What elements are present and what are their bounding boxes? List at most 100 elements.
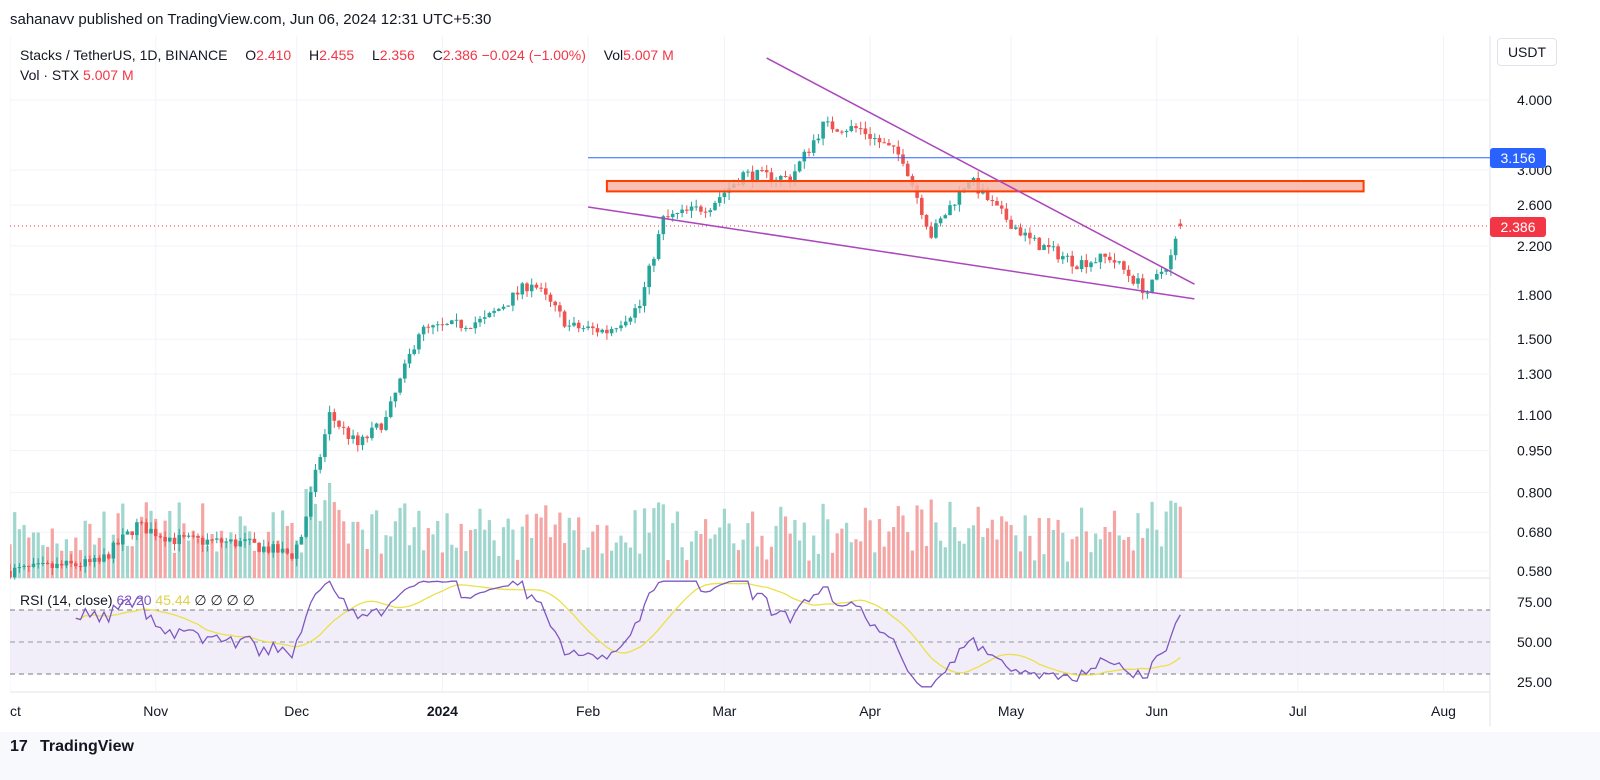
candle-body (41, 562, 45, 564)
candle-body (421, 326, 426, 335)
volume-bar (548, 537, 553, 578)
candle-body (999, 205, 1004, 209)
volume-bar (107, 553, 111, 578)
candle-body (346, 427, 351, 439)
candle-body (520, 283, 525, 295)
candle-body (497, 308, 501, 311)
volume-bar (450, 544, 454, 578)
volume-bar (976, 506, 980, 578)
volume-bar (262, 549, 266, 578)
volume-bar (906, 531, 910, 578)
volume-bar (971, 525, 976, 578)
volume-bar (624, 542, 628, 578)
candle-body (464, 327, 468, 329)
volume-bar (1112, 510, 1117, 578)
volume-bar (751, 511, 755, 578)
price-chart[interactable]: 4.0003.0002.6002.2001.8001.5001.3001.100… (10, 36, 1600, 744)
candle-body (783, 176, 788, 178)
change-value: −0.024 (−1.00%) (481, 47, 586, 63)
candle-body (266, 546, 271, 553)
currency-button[interactable]: USDT (1497, 38, 1557, 66)
volume-bar (849, 542, 853, 578)
volume-bar (863, 507, 867, 578)
candle-body (403, 363, 407, 379)
candle-body (341, 426, 346, 428)
rsi-label[interactable]: RSI (14, close) (20, 592, 113, 608)
volume-bar (826, 519, 830, 578)
volume-bar (158, 532, 162, 578)
volume-bar (901, 515, 905, 578)
candle-body (135, 522, 139, 536)
price-tick-label: 2.200 (1517, 238, 1552, 254)
candle-body (247, 538, 252, 540)
volume-bar (473, 529, 477, 578)
candle-body (811, 140, 816, 153)
candle-body (609, 328, 614, 334)
candle-body (233, 539, 238, 547)
candle-body (858, 128, 863, 130)
volume-bar (525, 514, 529, 578)
volume-bar (567, 517, 571, 578)
low-label: L (371, 47, 380, 63)
volume-bar (1117, 535, 1121, 578)
candle-body (647, 265, 651, 288)
volume-bar (1178, 506, 1182, 578)
symbol-name[interactable]: Stacks / TetherUS, 1D, BINANCE (20, 47, 228, 63)
volume-bar (718, 527, 722, 578)
volume-bar (798, 540, 802, 578)
volume-indicator-label[interactable]: Vol · STX (20, 67, 80, 83)
volume-bar (990, 519, 994, 578)
volume-bar (1056, 519, 1060, 578)
volume-bar (595, 524, 600, 578)
candle-body (666, 216, 670, 218)
volume-bar (102, 511, 106, 578)
volume-bar (642, 508, 647, 578)
price-tick-label: 1.500 (1517, 331, 1552, 347)
close-value: 2.386 (442, 47, 478, 63)
publish-header: sahanavv published on TradingView.com, J… (0, 0, 1600, 36)
chart-pane[interactable]: 4.000 3.000 2.600 2.200 1.800 1.500 1.300 1.100… (10, 36, 1600, 744)
time-tick-label: 2024 (427, 703, 458, 719)
volume-bar (962, 543, 966, 578)
candle-body (844, 130, 849, 133)
volume-bar (1159, 546, 1164, 578)
candle-body (722, 192, 727, 198)
candle-body (802, 151, 807, 162)
price-tick-label: 1.100 (1517, 407, 1552, 423)
price-tick-label: 1.300 (1517, 366, 1552, 382)
candle-body (327, 412, 332, 435)
volume-bar (74, 537, 78, 578)
candle-body (153, 528, 158, 537)
volume-bar (36, 532, 40, 578)
volume-bar (633, 510, 637, 578)
volume-bar (154, 518, 158, 578)
tradingview-logo[interactable]: 17 TradingView (10, 738, 134, 756)
volume-bar (558, 512, 562, 578)
resistance-price-tag: 3.156 (1490, 148, 1546, 168)
volume-bar (981, 537, 985, 578)
candle-body (318, 457, 322, 470)
candle-body (628, 317, 633, 322)
volume-bar (647, 532, 651, 578)
rsi-ma-value: 45.44 (155, 592, 191, 608)
candle-body (130, 531, 134, 536)
candle-body (388, 401, 393, 418)
candle-body (360, 436, 365, 446)
candle-body (412, 349, 416, 354)
volume-bar (501, 527, 506, 578)
volume-bar (398, 507, 402, 578)
volume-bar (182, 523, 186, 578)
candle-body (149, 528, 153, 534)
candle-body (1056, 246, 1060, 260)
candle-body (1108, 256, 1112, 261)
candle-body (854, 126, 858, 129)
volume-bar (1174, 502, 1178, 578)
candle-body (887, 142, 891, 146)
candle-body (652, 258, 656, 266)
volume-bar (929, 499, 933, 578)
candle-body (816, 138, 821, 141)
candle-body (938, 218, 943, 224)
candle-body (88, 559, 92, 562)
volume-bar (572, 530, 576, 578)
candle-body (957, 190, 962, 205)
